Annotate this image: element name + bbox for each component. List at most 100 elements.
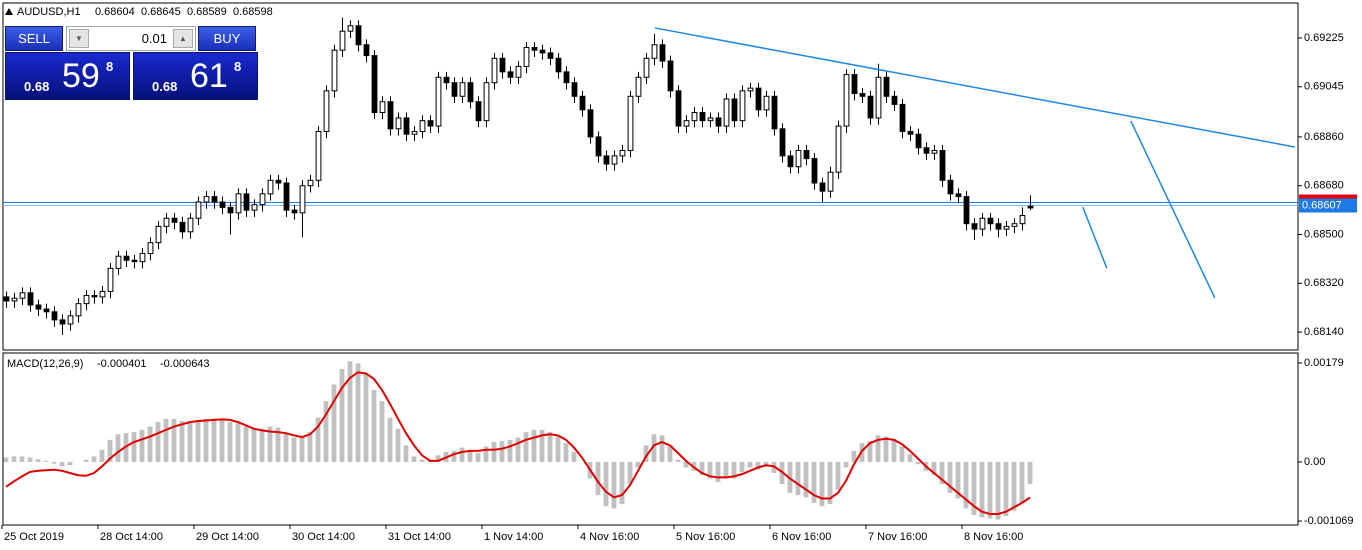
candle-body	[291, 209, 298, 214]
candle-body	[347, 25, 354, 32]
candle-body	[147, 242, 154, 254]
candle-body	[827, 171, 834, 192]
macd-bar	[603, 461, 609, 507]
macd-bar	[891, 438, 897, 462]
candle-body	[571, 82, 578, 97]
macd-bar	[451, 450, 457, 462]
candle-body	[483, 82, 490, 122]
bid-big: 0.68	[24, 79, 50, 94]
candle-body	[619, 149, 626, 157]
y-tick-label: 0.68140	[1304, 326, 1344, 338]
x-tick-label: 25 Oct 2019	[4, 531, 64, 543]
macd-bar	[315, 417, 321, 462]
macd-bar	[187, 421, 193, 462]
price-pane	[2, 2, 1299, 351]
trendline	[1130, 120, 1216, 299]
candle-body	[715, 117, 722, 127]
candle-body	[579, 95, 586, 111]
macd-bar	[491, 442, 497, 462]
y-tick-label: 0.68500	[1304, 228, 1344, 240]
macd-bar	[1011, 461, 1017, 511]
macd-bar	[995, 461, 1001, 520]
symbol-title: AUDUSD,H1	[17, 6, 81, 18]
macd-bar	[643, 445, 649, 462]
sell-button[interactable]: SELL	[5, 26, 63, 51]
candle-body	[939, 149, 946, 181]
candle-body	[307, 179, 314, 187]
macd-bar	[955, 461, 961, 499]
candle-body	[283, 182, 290, 211]
bid-marker	[1299, 198, 1357, 213]
macd-bar	[275, 427, 281, 462]
macd-bar	[627, 461, 633, 485]
bid-label: 0.68607	[1302, 199, 1342, 211]
candle-body	[627, 95, 634, 151]
macd-bar	[635, 461, 641, 468]
candle-body	[371, 55, 378, 114]
candle-body	[699, 112, 706, 122]
candle-body	[403, 117, 410, 135]
candle-body	[683, 120, 690, 127]
candle-body	[107, 267, 114, 292]
candle-body	[451, 82, 458, 97]
candle-body	[379, 101, 386, 114]
candle-body	[219, 201, 226, 208]
macd-bar	[347, 361, 353, 462]
ask-quote[interactable]: 0.68 61 8	[133, 52, 258, 100]
candle-body	[563, 71, 570, 84]
macd-bar	[515, 437, 521, 462]
macd-bar	[651, 434, 657, 462]
macd-bar	[763, 461, 769, 467]
header-low: 0.68589	[187, 6, 227, 18]
bid-small: 8	[106, 59, 114, 74]
candle-body	[971, 223, 978, 230]
candle-body	[883, 76, 890, 97]
macd-bar	[531, 429, 537, 462]
y2-tick-label: -0.001069	[1304, 515, 1354, 527]
macd-bar	[115, 434, 121, 462]
candle-body	[419, 120, 426, 132]
candle-body	[795, 149, 802, 168]
macd-bar	[899, 446, 905, 462]
macd-bar	[755, 461, 761, 470]
lot-up[interactable]: ▲	[173, 29, 193, 48]
candle-body	[251, 204, 258, 211]
macd-bar	[875, 435, 881, 462]
candle-body	[139, 252, 146, 263]
candle-body	[19, 292, 26, 299]
candle-body	[731, 98, 738, 122]
lot-down[interactable]: ▼	[69, 29, 89, 48]
lot-value[interactable]: 0.01	[141, 31, 167, 46]
x-tick-label: 29 Oct 14:00	[196, 531, 259, 543]
candle-body	[955, 193, 962, 198]
macd-bar	[523, 432, 529, 462]
candle-body	[459, 82, 466, 97]
header-close: 0.68598	[233, 6, 273, 18]
x-tick-label: 30 Oct 14:00	[292, 531, 355, 543]
trendline	[654, 27, 1295, 148]
macd-bar	[667, 445, 673, 462]
buy-button[interactable]: BUY	[198, 26, 256, 51]
candle-body	[323, 90, 330, 132]
macd-bar	[147, 426, 153, 462]
macd-bar	[3, 457, 9, 462]
bid-quote[interactable]: 0.68 59 8	[5, 52, 130, 100]
candle-body	[643, 57, 650, 78]
macd-bar	[227, 422, 233, 462]
macd-bar	[411, 456, 417, 462]
macd-bar	[867, 440, 873, 462]
macd-bar	[339, 369, 345, 462]
candle-body	[507, 71, 514, 78]
macd-bar	[259, 428, 265, 462]
candle-body	[363, 44, 370, 57]
macd-bar	[723, 461, 729, 479]
candle-body	[555, 57, 562, 73]
y2-tick-label: 0.00	[1304, 456, 1325, 468]
macd-bar	[683, 461, 689, 468]
macd-bar	[155, 422, 161, 462]
macd-bar	[555, 436, 561, 462]
candle-body	[395, 117, 402, 130]
candle-body	[35, 304, 42, 310]
macd-bar	[699, 461, 705, 476]
macd-bar	[467, 450, 473, 462]
